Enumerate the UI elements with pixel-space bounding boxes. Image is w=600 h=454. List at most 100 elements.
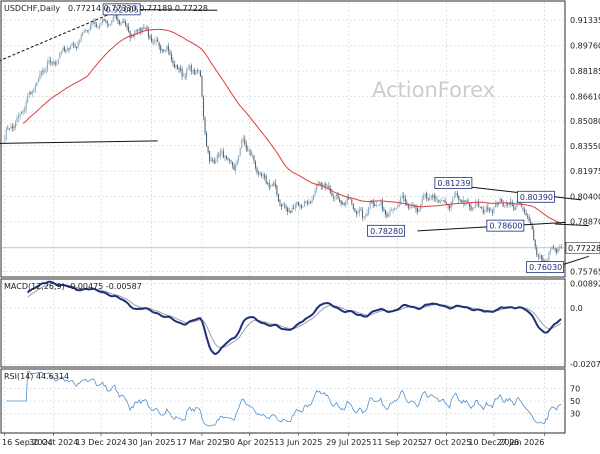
candle-body [554,247,556,250]
candle-body [481,206,483,209]
candle-body [384,210,386,215]
candle-body [22,110,24,113]
candle-body [239,147,241,156]
candle-body [360,209,362,211]
candle-body [378,204,380,206]
candle-body [17,115,20,119]
candle-body [358,209,360,213]
price-axis-tick-label: 0.81975 [570,167,600,176]
candle-body [400,198,402,205]
candle-body [247,149,249,152]
candle-body [513,205,515,210]
candle-body [77,41,79,48]
candle-body [276,185,278,194]
candle-body [533,229,535,241]
candle-body [404,198,406,202]
price-axis-tick-label: 0.78870 [570,217,600,226]
candle-body [274,183,276,187]
candle-body [254,161,257,168]
candle-body [42,71,44,73]
candle-body [71,43,73,46]
candle-body [493,207,495,213]
candle-body [484,210,486,213]
candle-body [155,40,157,42]
price-annotation-label: 0.81239 [437,179,470,188]
candle-body [488,210,490,211]
candle-body [288,210,290,212]
candle-body [259,173,261,175]
candle-body [475,201,477,208]
date-axis-tick-label: 27 Oct 2025 [422,438,471,447]
price-layer [0,8,589,268]
candle-body [242,139,244,141]
candle-body [386,213,388,217]
candle-body [528,216,530,221]
ohlc-readout: 0.77214 0.77330 0.77189 0.77228 [68,4,208,13]
candle-body [56,63,58,65]
date-axis-tick-label: 11 Sep 2025 [372,438,423,447]
candle-body [449,205,451,209]
candle-body [218,155,220,156]
candle-body [63,47,65,51]
rsi-line [6,370,562,427]
candle-body [167,46,169,51]
candle-body [446,202,448,205]
candle-body [520,204,523,207]
candle-body [334,196,336,198]
candle-body [349,198,351,200]
candle-body [308,201,310,205]
candle-body [478,202,480,207]
candle-body [328,185,330,189]
price-axis-tick-label: 0.83550 [570,142,600,151]
candle-body [527,215,529,218]
candle-body [426,192,428,199]
candle-body [501,198,503,202]
candle-body [154,41,156,42]
candle-body [395,207,397,209]
candle-body [375,205,377,206]
candle-body [351,199,353,203]
candle-body [225,156,227,159]
candle-body [439,201,441,203]
candle-body [302,206,304,208]
candle-body [25,101,27,110]
candle-body [11,126,13,129]
price-axis-tick-label: 0.91335 [570,16,600,25]
candle-body [106,21,108,25]
candle-body [442,199,445,202]
candle-body [553,246,555,248]
candle-body [430,195,432,198]
candle-body [534,239,536,247]
candle-body [340,200,342,205]
candle-body [542,257,544,262]
candle-body [50,60,52,62]
candle-body [76,46,78,48]
candle-body [461,200,463,204]
candle-body [28,92,30,95]
candle-body [37,79,39,82]
candle-body [504,206,506,208]
price-axis-tick-label: 0.75765 [570,267,600,276]
axis-layer: 0.91335 0.89760 0.88185 0.86610 0.85080 0.835… [2,16,600,447]
candle-body [149,35,151,38]
candle-body [549,249,552,252]
candle-body [43,71,46,73]
price-axis-tick-label: 0.80400 [570,193,600,202]
candle-body [118,20,120,24]
candle-body [128,26,130,32]
candle-body [53,62,55,64]
candle-body [228,159,231,160]
candle-body [126,25,128,28]
candle-body [233,165,235,170]
candle-body [62,47,64,52]
candle-body [455,193,457,195]
candle-body [458,195,460,200]
candle-body [323,184,325,186]
candle-body [40,70,42,75]
candle-body [19,113,21,117]
candle-body [131,34,133,39]
candle-body [560,246,562,248]
candle-body [68,47,70,50]
price-annotation-label: 0.78600 [489,222,522,231]
current-price-label: 0.77228 [568,244,600,253]
